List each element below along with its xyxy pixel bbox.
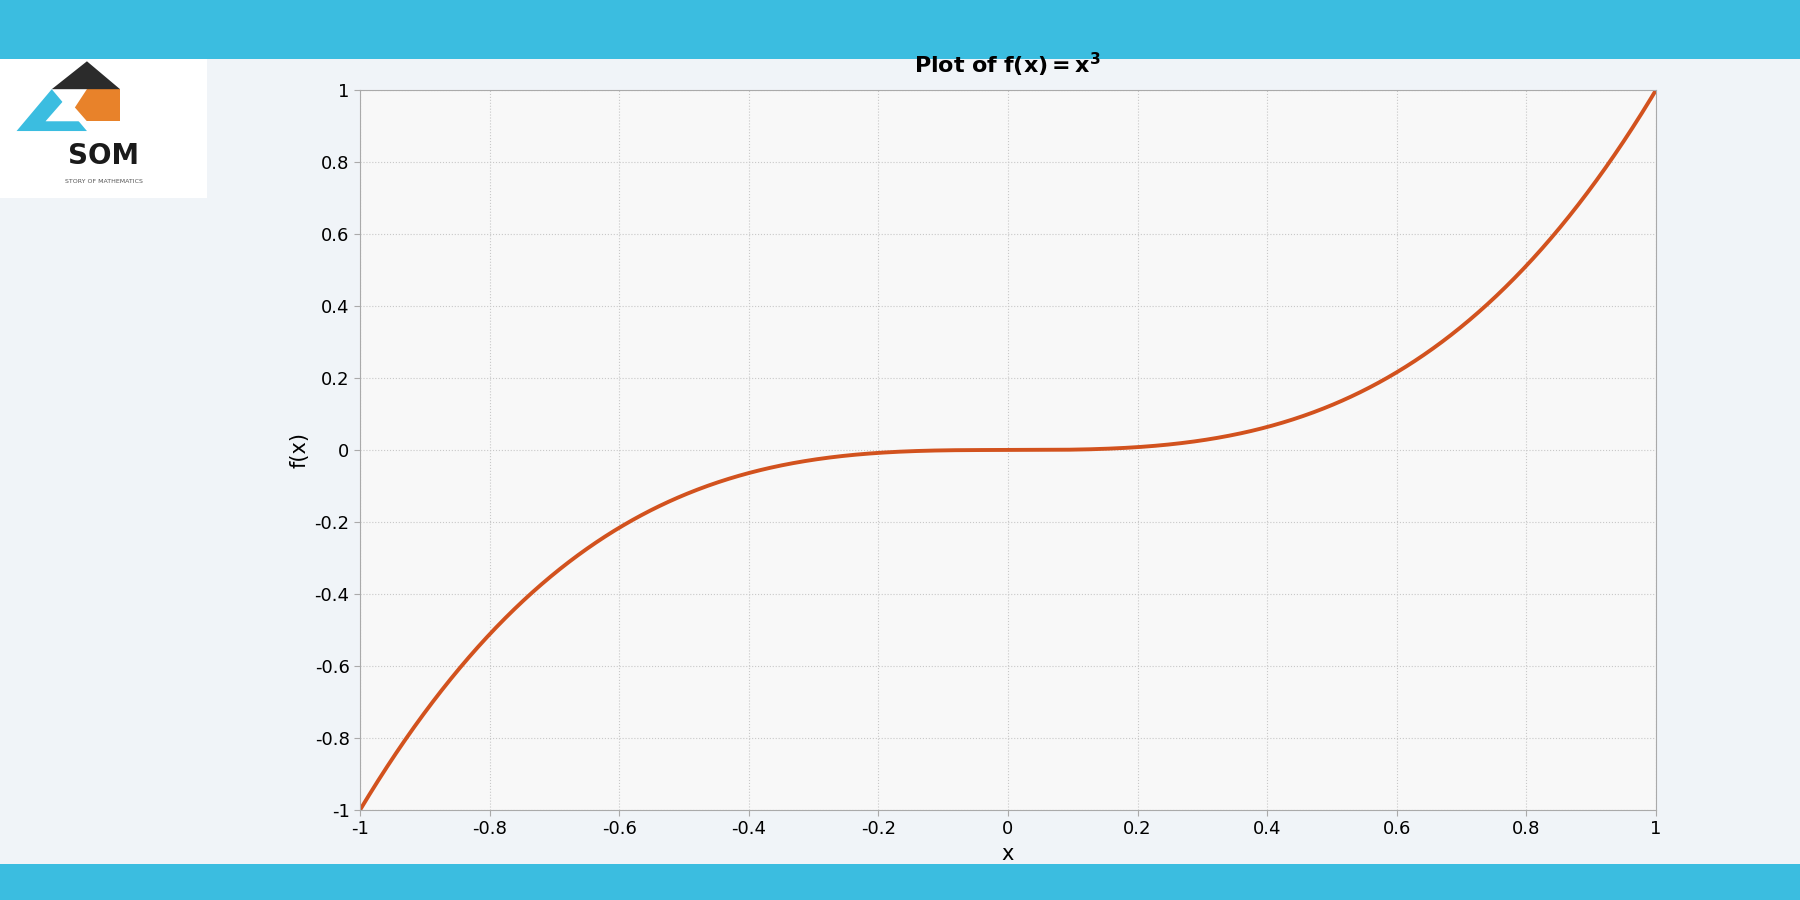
Polygon shape — [16, 89, 86, 131]
Text: STORY OF MATHEMATICS: STORY OF MATHEMATICS — [65, 179, 142, 184]
Text: SOM: SOM — [68, 142, 139, 170]
X-axis label: x: x — [1003, 844, 1013, 864]
Polygon shape — [67, 89, 121, 122]
Polygon shape — [52, 61, 121, 89]
Polygon shape — [45, 97, 86, 122]
Y-axis label: f(x): f(x) — [290, 432, 310, 468]
Title: $\bf{Plot\ of\ f(x) = x^3}$: $\bf{Plot\ of\ f(x) = x^3}$ — [914, 51, 1102, 79]
